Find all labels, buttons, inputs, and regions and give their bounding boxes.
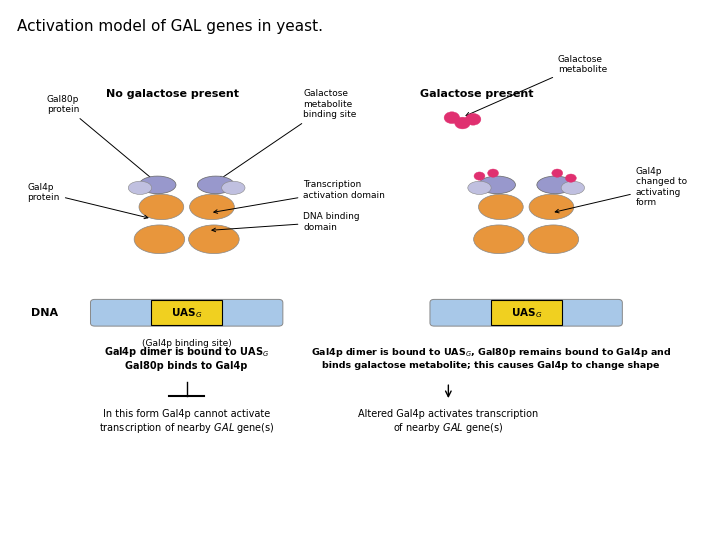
Text: DNA: DNA <box>31 308 58 318</box>
Bar <box>151 300 222 325</box>
Ellipse shape <box>139 176 176 194</box>
Ellipse shape <box>222 181 245 194</box>
Ellipse shape <box>537 176 574 194</box>
Ellipse shape <box>529 194 574 220</box>
FancyBboxPatch shape <box>430 299 622 326</box>
Text: Galactose
metabolite
binding site: Galactose metabolite binding site <box>219 90 356 180</box>
Ellipse shape <box>139 194 184 220</box>
Ellipse shape <box>479 194 523 220</box>
Text: Gal4p
changed to
activating
form: Gal4p changed to activating form <box>555 167 687 213</box>
Ellipse shape <box>528 225 579 254</box>
Text: (Gal4p binding site): (Gal4p binding site) <box>142 339 232 348</box>
FancyBboxPatch shape <box>91 299 283 326</box>
Ellipse shape <box>474 225 524 254</box>
Ellipse shape <box>128 181 152 194</box>
Ellipse shape <box>189 194 234 220</box>
Ellipse shape <box>561 181 585 194</box>
Circle shape <box>474 172 485 180</box>
Ellipse shape <box>468 181 491 194</box>
Text: UAS$_G$: UAS$_G$ <box>171 306 202 320</box>
Text: Gal80p
protein: Gal80p protein <box>47 94 156 183</box>
Text: No galactose present: No galactose present <box>106 89 239 99</box>
Text: Gal4p dimer is bound to UAS$_G$, Gal80p remains bound to Gal4p and
binds galacto: Gal4p dimer is bound to UAS$_G$, Gal80p … <box>310 347 671 370</box>
Circle shape <box>455 117 470 129</box>
Text: Gal4p dimer is bound to UAS$_G$
Gal80p binds to Gal4p: Gal4p dimer is bound to UAS$_G$ Gal80p b… <box>104 346 269 371</box>
Text: Altered Gal4p activates transcription
of nearby $\it{GAL}$ gene(s): Altered Gal4p activates transcription of… <box>359 409 539 435</box>
Ellipse shape <box>189 225 239 254</box>
Text: Galactose present: Galactose present <box>420 89 534 99</box>
Circle shape <box>465 113 481 125</box>
Ellipse shape <box>197 176 234 194</box>
Text: In this form Gal4p cannot activate
transcription of nearby $\it{GAL}$ gene(s): In this form Gal4p cannot activate trans… <box>99 409 274 435</box>
Ellipse shape <box>134 225 185 254</box>
Circle shape <box>487 169 498 177</box>
Text: Transcription
activation domain: Transcription activation domain <box>214 180 385 213</box>
Text: DNA binding
domain: DNA binding domain <box>212 212 360 232</box>
Text: Activation model of GAL genes in yeast.: Activation model of GAL genes in yeast. <box>17 19 323 34</box>
Circle shape <box>444 112 459 124</box>
Ellipse shape <box>479 176 516 194</box>
Circle shape <box>565 174 576 182</box>
Text: Gal4p
protein: Gal4p protein <box>27 183 148 219</box>
Bar <box>491 300 562 325</box>
Text: Galactose
metabolite: Galactose metabolite <box>466 55 607 116</box>
Circle shape <box>552 169 563 177</box>
Text: UAS$_G$: UAS$_G$ <box>510 306 541 320</box>
